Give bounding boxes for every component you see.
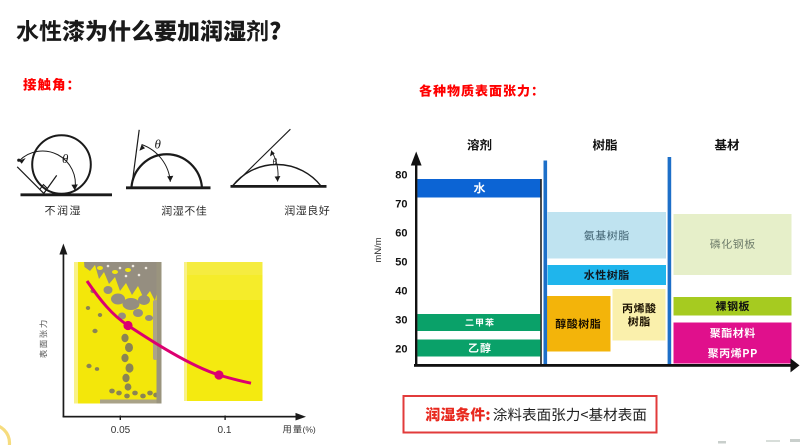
svg-text:70: 70 [395, 199, 407, 211]
svg-text:40: 40 [395, 286, 407, 298]
svg-text:0.1: 0.1 [218, 425, 232, 436]
svg-text:mN/m: mN/m [373, 237, 384, 262]
svg-text:20: 20 [395, 344, 407, 356]
svg-text:0.05: 0.05 [111, 425, 131, 436]
svg-text:θ: θ [155, 137, 162, 152]
svg-text:θ: θ [62, 151, 69, 166]
svg-text:80: 80 [395, 170, 407, 182]
svg-text:60: 60 [395, 228, 407, 240]
svg-text:30: 30 [395, 315, 407, 327]
svg-text:50: 50 [395, 257, 407, 269]
svg-text:(%): (%) [303, 425, 316, 435]
svg-text:θ: θ [273, 157, 278, 167]
